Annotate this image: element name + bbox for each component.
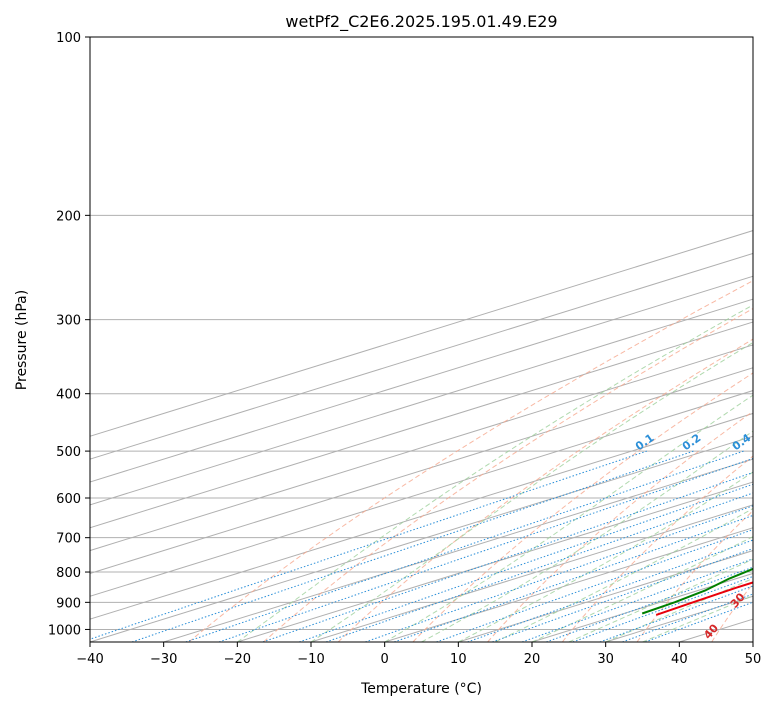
y-tick-label: 700: [56, 532, 81, 547]
y-tick-label: 300: [56, 314, 81, 329]
y-tick-label: 100: [56, 31, 81, 46]
x-axis-label: Temperature (°C): [360, 681, 482, 697]
y-tick-label: 200: [56, 209, 81, 224]
x-tick-label: −40: [76, 652, 103, 667]
x-tick-label: 40: [671, 652, 688, 667]
y-axis-label: Pressure (hPa): [14, 290, 30, 390]
y-tick-label: 800: [56, 566, 81, 581]
x-tick-label: 20: [524, 652, 541, 667]
x-tick-label: 30: [597, 652, 614, 667]
y-tick-label: 500: [56, 445, 81, 460]
x-tick-label: 0: [381, 652, 389, 667]
x-tick-label: −30: [150, 652, 177, 667]
chart-title: wetPf2_C2E6.2025.195.01.49.E29: [285, 12, 557, 32]
x-tick-label: 10: [450, 652, 467, 667]
x-tick-label: −20: [224, 652, 251, 667]
y-tick-label: 900: [56, 596, 81, 611]
y-tick-label: 400: [56, 388, 81, 403]
x-tick-label: 50: [745, 652, 762, 667]
y-tick-label: 1000: [48, 623, 81, 638]
y-tick-label: 600: [56, 492, 81, 507]
x-tick-label: −10: [297, 652, 324, 667]
